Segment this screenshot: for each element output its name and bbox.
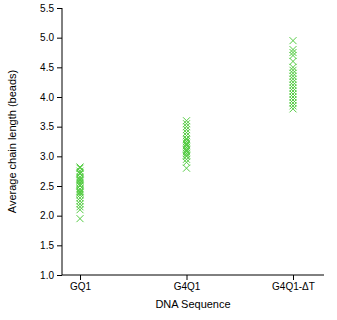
y-tick: 4.5 bbox=[40, 62, 62, 73]
y-tick-label: 3.5 bbox=[40, 121, 54, 132]
x-tick-label: GQ1 bbox=[70, 281, 92, 292]
y-tick: 5.0 bbox=[40, 32, 62, 43]
y-tick-label: 2.0 bbox=[40, 210, 54, 221]
x-tick: GQ1 bbox=[70, 275, 92, 292]
y-axis-title: Average chain length (beads) bbox=[6, 70, 18, 214]
point bbox=[290, 58, 297, 65]
y-tick-mark bbox=[57, 275, 62, 276]
point bbox=[77, 165, 84, 172]
y-tick-mark bbox=[57, 97, 62, 98]
point bbox=[183, 117, 190, 124]
x-tick-label: G4Q1-ΔT bbox=[272, 281, 315, 292]
y-tick-label: 4.0 bbox=[40, 92, 54, 103]
x-axis-line bbox=[62, 275, 324, 276]
y-tick-label: 5.0 bbox=[40, 32, 54, 43]
y-tick-mark bbox=[57, 38, 62, 39]
y-tick-mark bbox=[57, 156, 62, 157]
y-tick-label: 1.5 bbox=[40, 240, 54, 251]
y-tick-mark bbox=[57, 186, 62, 187]
y-tick: 1.5 bbox=[40, 240, 62, 251]
x-tick-label: G4Q1 bbox=[174, 281, 201, 292]
x-axis-title: DNA Sequence bbox=[155, 298, 230, 310]
y-axis-line bbox=[62, 8, 63, 275]
y-tick-label: 1.0 bbox=[40, 270, 54, 281]
point bbox=[77, 164, 84, 171]
y-tick: 3.5 bbox=[40, 121, 62, 132]
y-tick-mark bbox=[57, 8, 62, 9]
y-tick-mark bbox=[57, 245, 62, 246]
y-tick-label: 2.5 bbox=[40, 181, 54, 192]
point bbox=[290, 46, 297, 53]
y-tick-label: 4.5 bbox=[40, 62, 54, 73]
y-tick: 2.5 bbox=[40, 181, 62, 192]
y-tick-mark bbox=[57, 216, 62, 217]
point bbox=[183, 165, 190, 172]
point bbox=[77, 215, 84, 222]
chart: 1.0 1.5 2.0 2.5 3.0 3.5 4.0 4.5 5.0 5.5 GQ1 G4Q1 G4Q… bbox=[0, 0, 337, 320]
x-axis: GQ1 G4Q1 G4Q1-ΔT bbox=[62, 275, 324, 292]
points bbox=[77, 37, 297, 222]
point bbox=[290, 37, 297, 44]
y-tick: 2.0 bbox=[40, 210, 62, 221]
y-axis: 1.0 1.5 2.0 2.5 3.0 3.5 4.0 4.5 5.0 5.5 bbox=[40, 3, 62, 281]
y-tick-label: 5.5 bbox=[40, 3, 54, 14]
x-tick-mark bbox=[293, 275, 294, 280]
point bbox=[183, 136, 190, 143]
y-tick-mark bbox=[57, 67, 62, 68]
y-tick: 1.0 bbox=[40, 270, 62, 281]
y-tick: 3.0 bbox=[40, 151, 62, 162]
point bbox=[290, 64, 297, 71]
y-tick-mark bbox=[57, 127, 62, 128]
x-tick-mark bbox=[80, 275, 81, 280]
x-tick-mark bbox=[187, 275, 188, 280]
x-tick: G4Q1 bbox=[174, 275, 201, 292]
y-tick: 4.0 bbox=[40, 92, 62, 103]
x-tick: G4Q1-ΔT bbox=[272, 275, 315, 292]
y-tick-label: 3.0 bbox=[40, 151, 54, 162]
y-tick: 5.5 bbox=[40, 3, 62, 14]
